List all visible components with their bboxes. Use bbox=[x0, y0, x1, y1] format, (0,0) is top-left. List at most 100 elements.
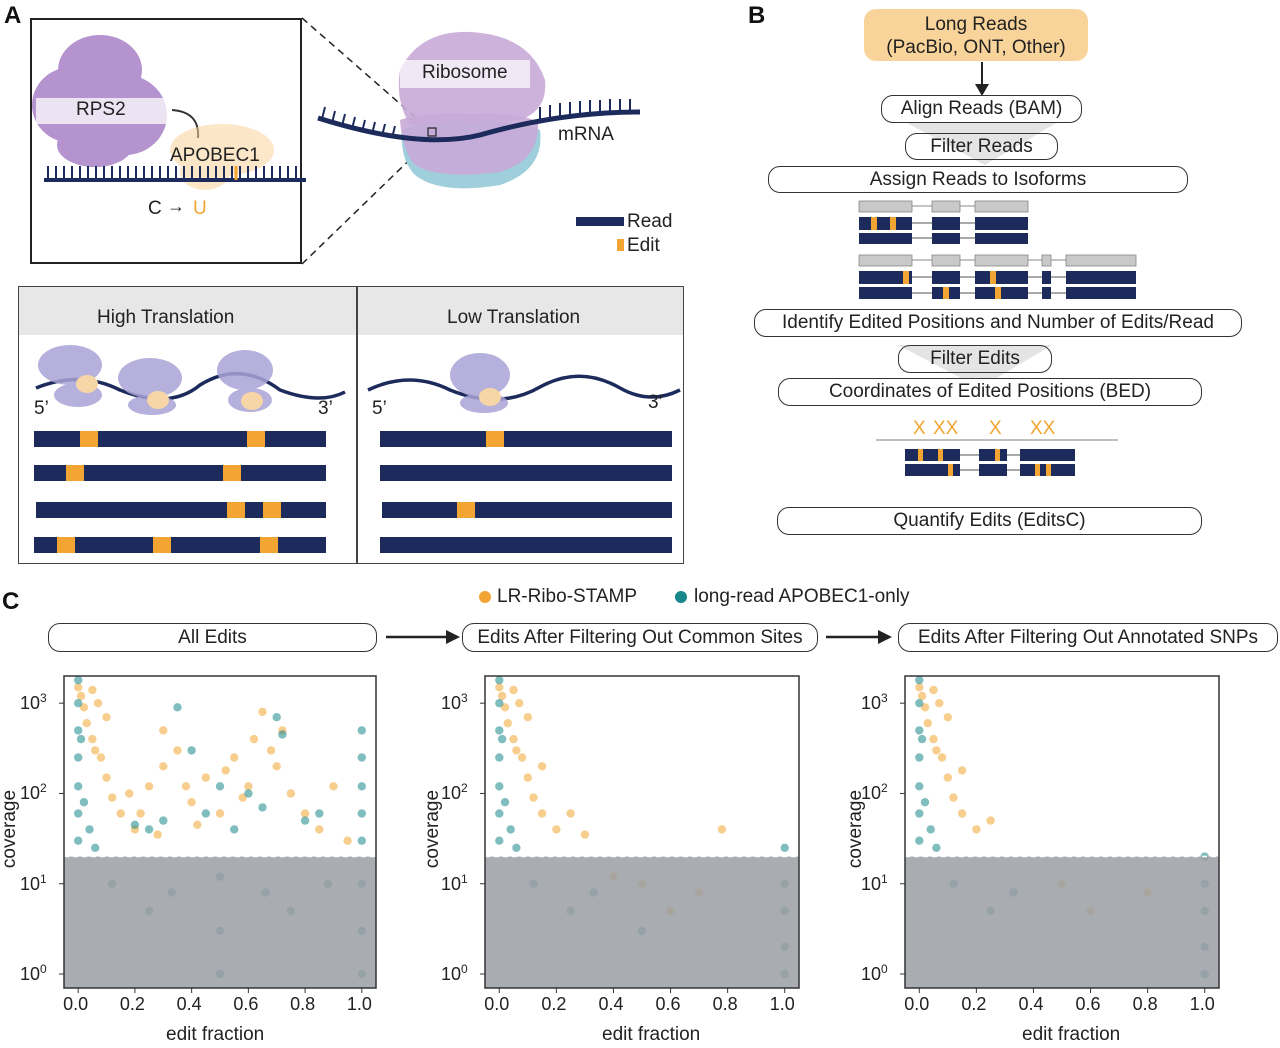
quantify-box: Quantify Edits (EditsC) bbox=[777, 507, 1202, 535]
low-five-prime: 5’ bbox=[372, 398, 387, 419]
c-label: C bbox=[148, 198, 162, 219]
high-translation-header bbox=[19, 287, 356, 335]
scatter-point bbox=[74, 699, 83, 708]
scatter-point bbox=[495, 809, 504, 818]
low-translation-title: Low Translation bbox=[447, 307, 581, 328]
scatter-point bbox=[506, 825, 515, 834]
coordinates-box: Coordinates of Edited Positions (BED) bbox=[778, 378, 1202, 406]
scatter-point bbox=[173, 746, 182, 755]
scatter-point bbox=[125, 789, 134, 798]
scatter-point bbox=[915, 782, 924, 791]
scatter-point bbox=[153, 830, 162, 839]
scatter-point bbox=[957, 809, 967, 818]
scatter-point bbox=[920, 798, 930, 807]
scatter-point bbox=[74, 809, 83, 818]
x-tick-label: 1.0 bbox=[769, 994, 795, 1014]
scatter-point bbox=[88, 734, 97, 744]
scatter-point bbox=[258, 803, 267, 812]
x-tick-label: 0.0 bbox=[484, 994, 510, 1014]
scatter-point bbox=[181, 782, 191, 791]
plot2-xlabel: edit fraction bbox=[602, 1024, 701, 1045]
y-tick-label: 103 bbox=[861, 691, 888, 714]
x-tick-label: 0.4 bbox=[176, 994, 202, 1014]
identify-edits-box: Identify Edited Positions and Number of … bbox=[754, 309, 1242, 337]
scatter-point bbox=[926, 825, 935, 834]
y-tick-label: 100 bbox=[441, 962, 468, 984]
scatter-point bbox=[130, 820, 140, 829]
x-mark-2: XX bbox=[933, 418, 959, 439]
high-translation-reads bbox=[34, 431, 326, 553]
scatter-point bbox=[88, 685, 97, 695]
edited-reads bbox=[905, 449, 1075, 476]
x-tick-label: 0.4 bbox=[1018, 994, 1044, 1014]
scatter-point bbox=[91, 843, 100, 852]
legend-label-apobec: long-read APOBEC1-only bbox=[694, 586, 910, 607]
x-tick-label: 0.8 bbox=[712, 994, 738, 1014]
x-tick-label: 0.4 bbox=[598, 994, 624, 1014]
x-tick-label: 0.8 bbox=[1132, 994, 1158, 1014]
scatter-point bbox=[357, 782, 366, 791]
scatter-point bbox=[159, 726, 168, 735]
scatter-point bbox=[74, 753, 83, 762]
scatter-point bbox=[258, 707, 267, 717]
scatter-point bbox=[74, 683, 83, 692]
y-tick-label: 103 bbox=[441, 691, 468, 714]
filter-reads-box: Filter Reads bbox=[905, 133, 1058, 160]
scatter-point bbox=[96, 753, 106, 762]
scatter-point bbox=[201, 809, 210, 818]
scatter-point bbox=[173, 703, 182, 712]
low-coverage-filter-region bbox=[905, 856, 1219, 988]
scatter-point bbox=[102, 773, 111, 782]
scatter-point bbox=[221, 766, 230, 775]
scatter-point bbox=[495, 683, 504, 692]
low-translation-header bbox=[358, 287, 683, 335]
scatter-point bbox=[357, 753, 366, 762]
legend-dot-apobec bbox=[675, 591, 687, 603]
panel-divider bbox=[356, 286, 358, 564]
scatter-point bbox=[523, 773, 532, 782]
scatter-point bbox=[329, 782, 338, 791]
scatter-point bbox=[108, 793, 117, 802]
mrna-label: mRNA bbox=[558, 124, 614, 145]
y-tick-label: 101 bbox=[441, 871, 468, 894]
plot-frame bbox=[484, 675, 800, 989]
y-tick-label: 101 bbox=[20, 871, 47, 894]
panel-c-letter: C bbox=[2, 588, 20, 615]
scatter-point bbox=[102, 713, 111, 722]
assign-reads-box: Assign Reads to Isoforms bbox=[768, 166, 1188, 193]
x-mark-1: X bbox=[913, 418, 926, 439]
scatter-point bbox=[937, 753, 947, 762]
scatter-point bbox=[935, 699, 944, 708]
filter-edits-box: Filter Edits bbox=[898, 345, 1052, 373]
high-five-prime: 5’ bbox=[34, 398, 49, 419]
x-tick-label: 0.0 bbox=[63, 994, 89, 1014]
scatter-point bbox=[566, 809, 575, 818]
stage-filter-snps: Edits After Filtering Out Annotated SNPs bbox=[898, 623, 1278, 652]
scatter-point bbox=[74, 836, 83, 845]
scatter-point bbox=[249, 734, 259, 744]
apobec1-label: APOBEC1 bbox=[170, 145, 260, 166]
scatter-point bbox=[523, 713, 532, 722]
x-tick-label: 0.2 bbox=[119, 994, 145, 1014]
x-tick-label: 1.0 bbox=[346, 994, 372, 1014]
scatter-point bbox=[144, 782, 154, 791]
inset-strand-ticks bbox=[47, 166, 297, 180]
scatter-point bbox=[915, 683, 924, 692]
plot1-xlabel: edit fraction bbox=[166, 1024, 265, 1045]
c-to-u-arrow: → bbox=[167, 196, 185, 216]
scatter-point bbox=[74, 782, 83, 791]
scatter-point bbox=[76, 691, 86, 701]
y-tick-label: 101 bbox=[861, 871, 888, 894]
legend-read-swatch bbox=[576, 217, 624, 226]
scatter-point bbox=[357, 836, 366, 845]
low-translation-reads bbox=[380, 431, 672, 553]
scatter-point bbox=[315, 809, 324, 818]
scatter-point bbox=[201, 773, 210, 782]
scatter-point bbox=[949, 793, 958, 802]
scatter-point bbox=[230, 753, 239, 762]
scatter-point bbox=[76, 734, 86, 744]
scatter-point bbox=[74, 726, 83, 735]
scatter-point bbox=[159, 762, 168, 771]
